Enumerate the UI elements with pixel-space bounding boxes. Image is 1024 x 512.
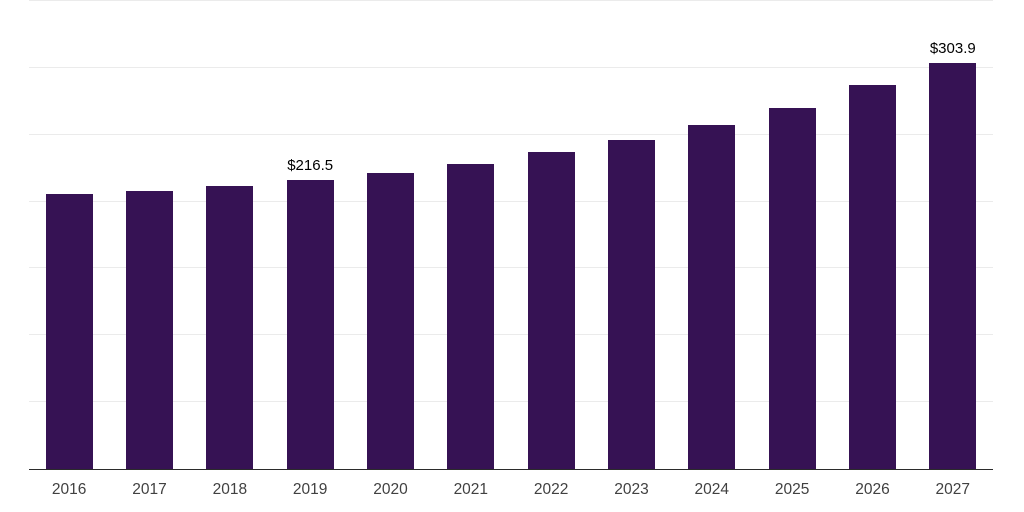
x-tick-label-2017: 2017 [132,481,167,498]
bar-slot-2026 [832,1,912,469]
bar-slot-2024 [672,1,752,469]
x-tick-label-2026: 2026 [855,481,890,498]
bar-slot-2020 [350,1,430,469]
bar-slot-2022 [511,1,591,469]
x-tick-label-2019: 2019 [292,481,328,498]
bar-slot-2016 [29,1,109,469]
bar-2024 [688,124,736,469]
x-tick-label-2020: 2020 [373,481,408,498]
bar-2025 [768,107,816,469]
plot-area: $216.5 $303.9 [29,0,993,470]
bar-slot-2023 [591,1,671,469]
bar-slot-2025 [752,1,832,469]
x-tick-label-2022: 2022 [533,481,569,498]
bar-2026 [848,84,896,469]
x-tick-label-2021: 2021 [453,481,489,498]
x-tick-label-2027: 2027 [935,481,971,498]
data-label-2019: $216.5 [287,156,334,174]
bar-2016 [45,193,93,469]
bar-slot-2021 [431,1,511,469]
bar-2022 [527,151,575,469]
x-tick-label-2024: 2024 [694,481,730,498]
bar-2018 [206,186,254,469]
x-axis-labels: 2016 2017 2018 2019 2020 2021 2022 2023 2024 2025… [29,481,993,499]
bar-2027 [929,62,977,469]
bar-2017 [125,190,173,469]
x-tick-label-2025: 2025 [774,481,810,498]
bar-2020 [366,172,414,469]
x-tick-label-2023: 2023 [614,481,649,498]
bar-2021 [447,163,495,469]
bar-slot-2027: $303.9 [913,1,993,469]
x-tick-label-2016: 2016 [51,481,87,498]
data-label-2027: $303.9 [929,39,976,57]
bar-slot-2017 [109,1,189,469]
x-tick-label-2018: 2018 [212,481,248,498]
bar-2019 [286,179,334,469]
bar-2023 [607,139,655,469]
bar-slot-2018 [190,1,270,469]
bar-slot-2019: $216.5 [270,1,350,469]
